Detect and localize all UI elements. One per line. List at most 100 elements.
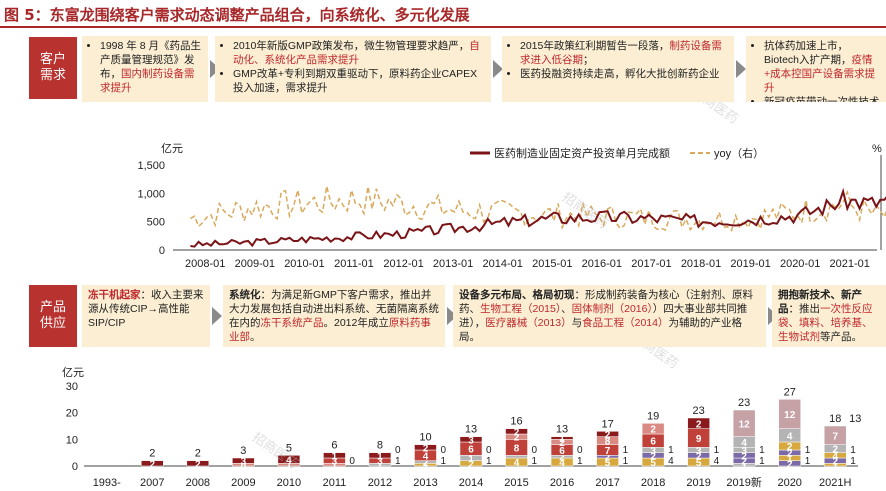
line-x-tick: 2017-01 xyxy=(631,258,671,270)
bar-category-label: 1993- xyxy=(93,477,121,489)
bar-segment-label: 4 xyxy=(559,458,565,469)
box-text: 冻干系统产品 xyxy=(260,317,324,329)
customer-demand-tag: 客户 需求 xyxy=(29,37,77,99)
title-rule xyxy=(0,26,886,28)
box-text: 等产品。 xyxy=(820,331,862,343)
bar-total-label: 18 xyxy=(829,413,841,425)
line-y-tick: 0 xyxy=(159,245,165,257)
bar-secondary-total-label: 13 xyxy=(849,413,861,425)
bar-segment xyxy=(459,436,483,443)
line-x-tick: 2015-01 xyxy=(532,258,572,270)
box-bullet: 设备多元布局、格局初现：形成制药装备为核心（注射剂、原料药、生物工程（2015）… xyxy=(459,288,760,344)
line-x-tick: 2018-01 xyxy=(681,258,721,270)
box-text: 与 xyxy=(571,317,583,329)
bar-segment-label: 8 xyxy=(605,437,611,448)
bar-segment xyxy=(823,425,847,445)
box-bullet: 医药投融资持续走高，孵化大批创新药企业 xyxy=(520,67,728,81)
bar-category-label: 2007 xyxy=(140,477,164,489)
bar-segment-label: 4 xyxy=(832,451,838,462)
box-text: 固体制剂（2016） xyxy=(571,303,653,315)
bar-segment xyxy=(505,428,528,435)
bar-segment-label: 2 xyxy=(195,459,201,470)
bar-segment-label: 1 xyxy=(377,461,383,472)
box-text: ：形成制药装备为核心（注射剂、原料药、 xyxy=(459,289,753,315)
line-y-units: 亿元 xyxy=(161,142,183,155)
bar-segment-label: 2 xyxy=(423,443,429,454)
bar-segment-label: 3 xyxy=(332,457,338,468)
bar-total-label: 2 xyxy=(149,448,155,460)
bar-segment-label: 1 xyxy=(423,461,429,472)
bar-category-label: 2015 xyxy=(504,477,528,489)
bar-segment-label: 3 xyxy=(696,446,702,457)
bar-segment-label: 1 xyxy=(741,461,747,472)
bar-total-label: 13 xyxy=(556,424,568,436)
line-x-tick: 2010-01 xyxy=(284,258,324,270)
bar-segment-label: 1 xyxy=(559,434,565,445)
bar-segment-label: 4 xyxy=(514,458,520,469)
box-text: 2010年新版GMP政策发布，微生物管理要求趋严， xyxy=(233,40,470,52)
box-bullet: 1998 年 8 月《药品生产质量管理规范》发布，国内制药设备需求提升 xyxy=(100,39,202,95)
bar-total-label: 2 xyxy=(195,448,201,460)
product-supply-box: 系统化：为满足新GMP下客户需求，推出并大力发展包括自动进出料系统、无菌隔离系统… xyxy=(223,285,445,347)
bar-segment-label: 2 xyxy=(605,430,611,441)
bar-y-tick: 30 xyxy=(66,381,78,393)
bar-segment xyxy=(641,423,665,435)
line-x-tick: 2020-01 xyxy=(780,258,820,270)
bar-segment xyxy=(414,444,437,451)
customer-demand-box: 抗体药加速上市，Biotech入扩产期，疫情+成本控国产设备需求提升新冠疫苗带动… xyxy=(746,36,886,102)
line-y-tick: 1,000 xyxy=(137,188,165,200)
line-right-units: % xyxy=(872,143,882,155)
bar-segment-label: 4 xyxy=(787,431,793,442)
box-text: 设备多元布局、格局初现 xyxy=(459,289,575,301)
bar-segment-label: 9 xyxy=(696,434,702,445)
bar-y-tick: 20 xyxy=(66,408,78,420)
bar-segment-label: 1 xyxy=(832,461,838,472)
box-text: 、 xyxy=(561,303,572,315)
bar-segment-label: 2 xyxy=(468,459,474,470)
line-x-tick: 2009-01 xyxy=(235,258,275,270)
bar-segment-label: 6 xyxy=(559,446,565,457)
bar-side-label: 1 xyxy=(532,456,538,467)
box-text: ：为满足新GMP下客户需求，推出并大力发展包括自动进出料系统、无菌隔离系统在内的 xyxy=(229,289,439,329)
box-bullet: 抗体药加速上市，Biotech入扩产期，疫情+成本控国产设备需求提升 xyxy=(764,39,880,95)
bar-total-label: 27 xyxy=(784,386,796,398)
bar-side-label: 1 xyxy=(623,445,629,456)
bar-segment-label: 0 xyxy=(241,461,247,472)
bar-segment xyxy=(141,460,164,467)
line-x-tick: 2008-01 xyxy=(185,258,225,270)
bar-segment-label: 2 xyxy=(605,453,611,464)
investment-series-line xyxy=(190,187,886,248)
box-bullet: 2010年新版GMP政策发布，微生物管理要求趋严，自动化、系统化产品需求提升 xyxy=(233,39,485,67)
bar-total-label: 10 xyxy=(419,432,431,444)
bar-side-label: 1 xyxy=(577,456,583,467)
bar-category-label: 2017 xyxy=(595,477,619,489)
tag-line: 产品 xyxy=(39,300,66,315)
box-text: 制药设备需求进入低谷期 xyxy=(520,40,722,66)
bar-y-tick: 10 xyxy=(66,434,78,446)
bar-segment-label: 12 xyxy=(739,419,751,430)
bar-segment-label: 2 xyxy=(787,442,793,453)
box-text: 冻干机起家 xyxy=(88,289,141,301)
bar-segment xyxy=(277,455,301,464)
bar-segment-label: 4 xyxy=(741,438,747,449)
legend-yoy-label: yoy（右） xyxy=(714,146,764,160)
line-x-tick: 2014-01 xyxy=(483,258,523,270)
bar-segment-label: 3 xyxy=(650,446,656,457)
bar-segment-label: 2 xyxy=(787,449,793,460)
flow-arrow xyxy=(212,307,222,325)
bar-segment xyxy=(687,417,710,429)
box-text: ）四大事业部共同推进）， xyxy=(459,303,748,329)
bar-category-label: 2016 xyxy=(550,477,574,489)
line-x-tick: 2021-01 xyxy=(830,258,870,270)
bar-category-label: 2018 xyxy=(641,477,665,489)
bar-segment-label: 2 xyxy=(559,453,565,464)
bar-segment-label: 1 xyxy=(377,451,383,462)
bar-side-label: 1 xyxy=(623,456,629,467)
bar-segment xyxy=(232,457,255,464)
bar-segment-label: 3 xyxy=(741,446,747,457)
box-text: 一次性反应袋、填料、培养基、生物试剂 xyxy=(778,303,873,343)
customer-demand-box: 1998 年 8 月《药品生产质量管理规范》发布，国内制药设备需求提升 xyxy=(82,36,208,102)
box-text: 1998 年 8 月《药品生产质量管理规范》发布， xyxy=(100,40,201,80)
box-text: 国内制药设备需求提升 xyxy=(100,68,195,94)
bar-category-label: 2012 xyxy=(368,477,392,489)
